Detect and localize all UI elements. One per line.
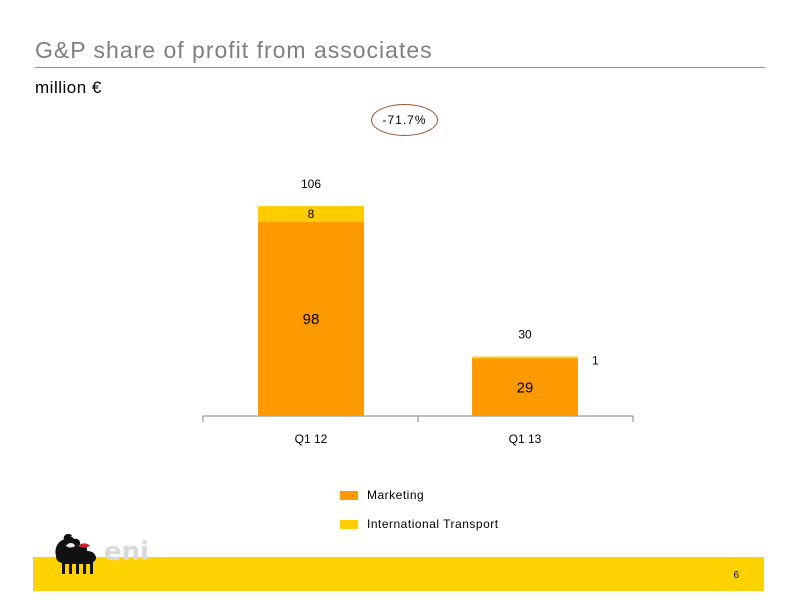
- legend-label-marketing: Marketing: [367, 488, 425, 502]
- six-legged-dog-icon: [55, 533, 97, 574]
- category-label-1: Q1 13: [509, 432, 542, 446]
- total-label-1: 30: [518, 328, 532, 342]
- footer-bar: 6: [33, 557, 764, 591]
- change-badge: -71.7%: [371, 104, 438, 136]
- legend-swatch-marketing: [340, 490, 358, 500]
- bar-marketing-0: [258, 221, 364, 416]
- chart-legend: Marketing International Transport: [340, 488, 499, 546]
- legend-swatch-international-transport: [340, 519, 358, 529]
- change-badge-text: -71.7%: [382, 113, 427, 127]
- total-label-0: 106: [301, 177, 321, 191]
- bar-international-transport-0: [258, 206, 364, 222]
- category-label-0: Q1 12: [295, 432, 328, 446]
- data-label-international-transport-0: 8: [308, 207, 315, 221]
- title-divider: [35, 67, 765, 68]
- bar-international-transport-1: [472, 356, 578, 359]
- eni-logo: eni: [55, 533, 149, 574]
- unit-label: million €: [35, 78, 102, 97]
- page-number: 6: [733, 570, 739, 581]
- data-label-marketing-0: 98: [303, 311, 320, 328]
- data-label-international-transport-1: 1: [592, 354, 599, 368]
- logo-text: eni: [104, 537, 149, 567]
- bar-marketing-1: [472, 358, 578, 416]
- legend-item-marketing: Marketing: [340, 488, 499, 502]
- legend-item-international-transport: International Transport: [340, 517, 499, 531]
- legend-label-international-transport: International Transport: [367, 517, 499, 531]
- slide-title: G&P share of profit from associates: [35, 37, 433, 63]
- data-label-marketing-1: 29: [517, 379, 534, 396]
